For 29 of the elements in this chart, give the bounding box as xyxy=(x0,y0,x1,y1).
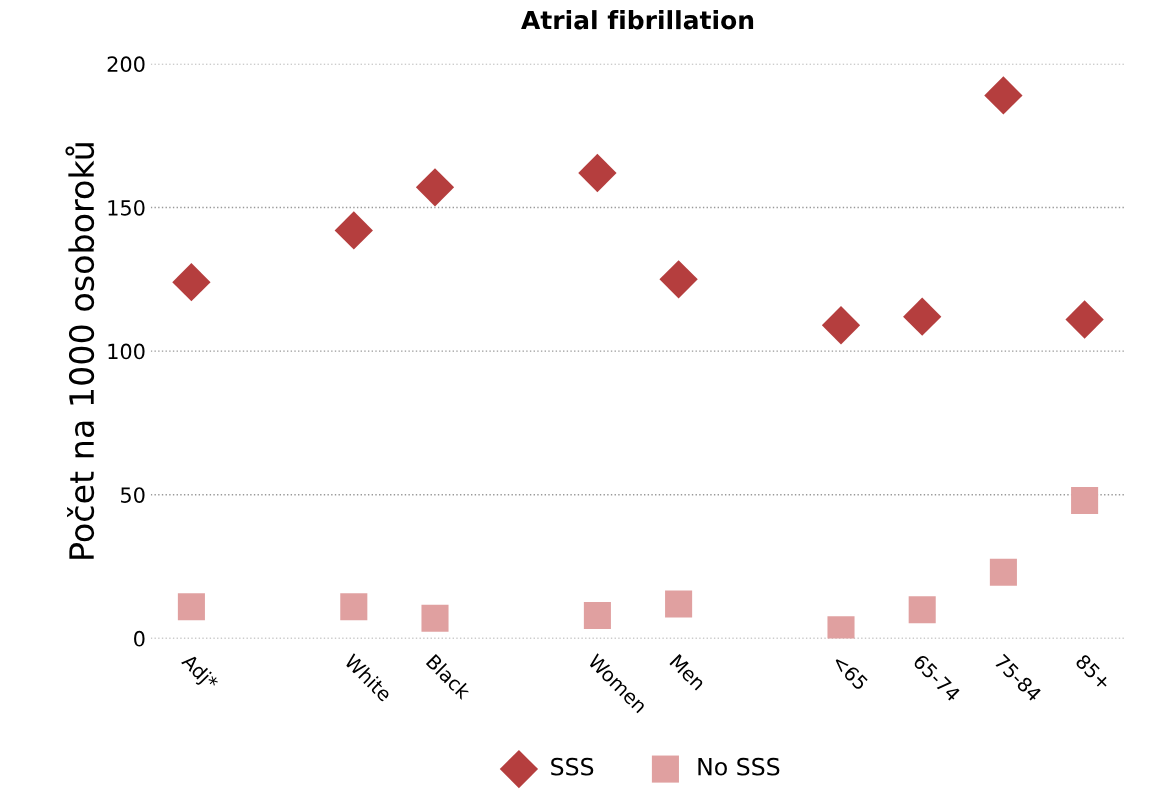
point xyxy=(665,590,693,618)
legend-label: No SSS xyxy=(698,757,780,776)
legend-label: SSS xyxy=(551,757,594,776)
point xyxy=(421,604,449,632)
y-tick-label: 150 xyxy=(108,199,145,216)
point xyxy=(984,76,1023,115)
point xyxy=(415,168,455,207)
point xyxy=(903,297,942,336)
point xyxy=(1065,300,1104,339)
y-tick-label: 100 xyxy=(108,343,145,360)
point xyxy=(908,596,936,624)
point xyxy=(578,153,617,193)
y-tick-label: 0 xyxy=(134,630,145,647)
point xyxy=(172,263,211,302)
point xyxy=(659,260,698,299)
point xyxy=(821,306,861,345)
point xyxy=(1071,486,1099,515)
x-tick-label: 85+ xyxy=(1074,653,1112,691)
y-axis-title: Počet na 1000 osoboroků xyxy=(65,143,95,559)
y-tick-label: 50 xyxy=(121,487,145,503)
point xyxy=(583,601,611,629)
point xyxy=(989,558,1017,586)
x-tick-label: Adj* xyxy=(178,652,220,694)
point xyxy=(340,593,368,621)
y-tick-label: 200 xyxy=(107,56,145,73)
x-tick-label: <65 xyxy=(831,653,869,691)
point xyxy=(177,593,205,621)
chart-title: Atrial fibrillation xyxy=(521,10,754,30)
point xyxy=(334,211,373,250)
